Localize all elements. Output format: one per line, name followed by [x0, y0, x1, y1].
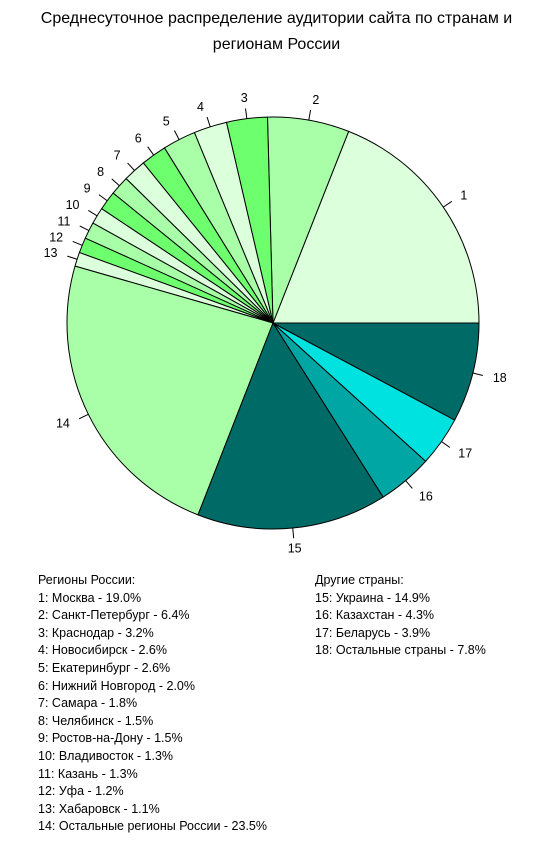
pie-slice-label-12: 12 [49, 231, 63, 245]
pie-slice-label-18: 18 [493, 371, 507, 385]
pie-slice-label-2: 2 [312, 93, 319, 107]
pie-slice-label-3: 3 [241, 91, 248, 105]
legend-russian-region-item: 9: Ростов-на-Дону - 1.5% [38, 731, 183, 746]
chart-title-line-1: Среднесуточное распределение аудитории с… [40, 10, 513, 27]
legend-russian-region-item: 10: Владивосток - 1.3% [38, 748, 174, 763]
pie-leader-line-18 [472, 372, 483, 377]
pie-leader-line-10 [88, 210, 98, 217]
pie-slice-label-16: 16 [419, 489, 433, 503]
pie-slice-14 [66, 265, 274, 516]
legend-other-country-item: 18: Остальные страны - 7.8% [315, 643, 486, 658]
pie-leader-line-5 [173, 130, 180, 140]
pie-slice-label-8: 8 [97, 165, 104, 179]
legend-other-countries-heading: Другие страны: [315, 573, 404, 587]
legend-russian-region-item: 2: Санкт-Петербург - 6.4% [38, 608, 190, 623]
pie-slice-label-13: 13 [44, 246, 58, 260]
pie-leader-line-16 [405, 480, 413, 489]
pie-slice-label-15: 15 [288, 542, 302, 556]
legend-russian-regions: Регионы России: 1: Москва - 19.0% 2: Санк… [38, 572, 267, 836]
pie-slice-label-4: 4 [197, 100, 204, 114]
pie-slice-label-9: 9 [84, 182, 91, 196]
pie-leader-line-8 [111, 178, 120, 187]
legend-russian-region-item: 4: Новосибирск - 2.6% [38, 643, 167, 658]
pie-slice-label-14: 14 [56, 416, 70, 430]
legend-russian-region-item: 1: Москва - 19.0% [38, 590, 142, 605]
chart-title-line-2: регионам России [212, 36, 341, 53]
pie-slice-label-11: 11 [58, 214, 71, 228]
legend-russian-region-item: 3: Краснодар - 3.2% [38, 625, 154, 640]
legend-russian-region-item: 5: Екатеринбург - 2.6% [38, 660, 171, 675]
pie-slice-label-5: 5 [163, 114, 170, 128]
legend-russian-regions-heading: Регионы России: [38, 573, 136, 587]
pie-slice-label-1: 1 [460, 189, 467, 203]
pie-leader-line-3 [245, 108, 248, 119]
pie-leader-line-12 [72, 240, 83, 246]
pie-leader-line-7 [127, 162, 135, 171]
pie-slice-1 [272, 130, 480, 324]
pie-slice-label-7: 7 [114, 148, 121, 162]
legend-russian-region-item: 7: Самара - 1.8% [38, 696, 138, 711]
pie-leader-line-11 [79, 225, 90, 231]
pie-slice-18 [272, 322, 480, 421]
pie-slice-label-6: 6 [135, 131, 142, 145]
pie-leader-line-15 [292, 528, 295, 539]
pie-leader-line-9 [98, 194, 108, 202]
legend-other-countries: Другие страны: 15: Украина - 14.9% 16: Ка… [315, 572, 486, 660]
legend-russian-region-item: 12: Уфа - 1.2% [38, 784, 124, 799]
pie-leader-line-1 [443, 200, 453, 208]
legend-russian-region-item: 6: Нижний Новгород - 2.0% [38, 678, 195, 693]
legend-other-country-item: 15: Украина - 14.9% [315, 590, 430, 605]
pie-slice-label-10: 10 [66, 198, 80, 212]
pie-leader-line-2 [308, 109, 312, 121]
pie-leader-line-14 [78, 413, 89, 420]
pie-leader-line-6 [147, 146, 155, 156]
legend-russian-region-item: 13: Хабаровск - 1.1% [38, 801, 160, 816]
legend-russian-region-item: 14: Остальные регионы России - 23.5% [38, 819, 267, 834]
legend-other-country-item: 16: Казахстан - 4.3% [315, 608, 435, 623]
pie-slice-label-17: 17 [458, 446, 472, 460]
legend-russian-region-item: 11: Казань - 1.3% [38, 766, 138, 781]
pie-leader-line-4 [206, 116, 211, 127]
legend-russian-region-item: 8: Челябинск - 1.5% [38, 713, 154, 728]
chart-title: Среднесуточное распределение аудитории с… [0, 6, 553, 58]
pie-leader-line-17 [441, 441, 451, 448]
pie-slice-15 [197, 322, 384, 530]
pie-leader-line-13 [67, 255, 78, 260]
legend-other-country-item: 17: Беларусь - 3.9% [315, 625, 431, 640]
